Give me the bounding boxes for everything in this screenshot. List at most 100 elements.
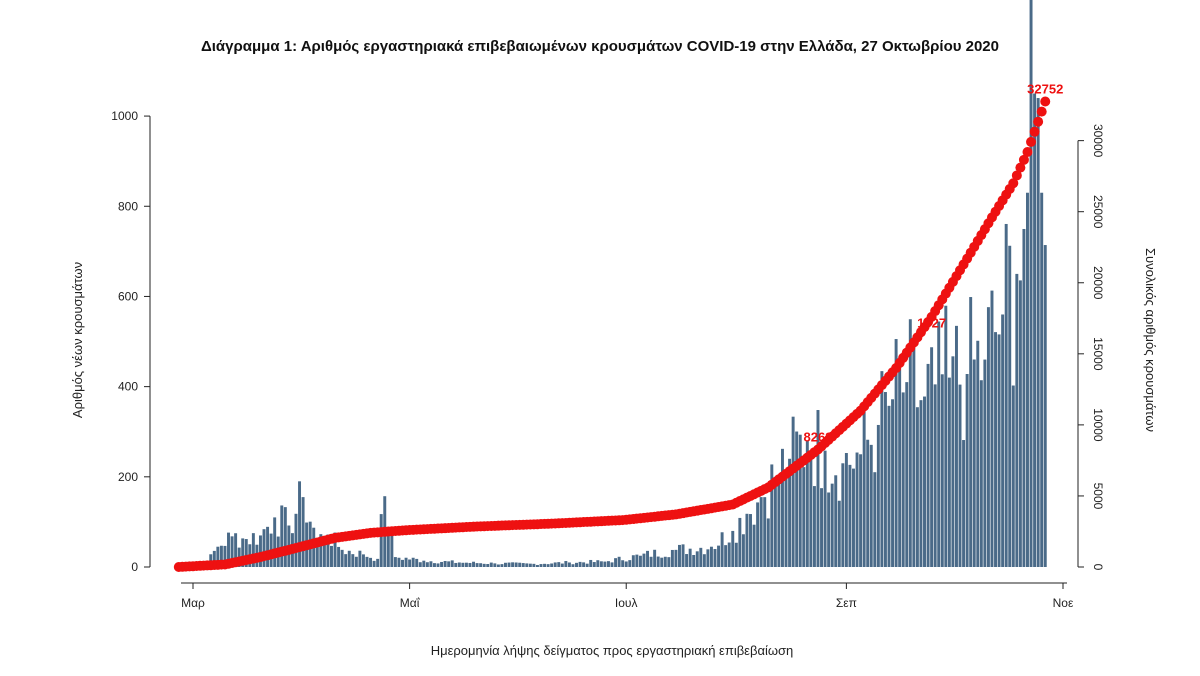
bar	[947, 377, 951, 567]
bar	[692, 554, 696, 567]
bar	[855, 452, 859, 567]
bar	[994, 332, 998, 567]
y-tick-label: 0	[131, 560, 138, 574]
bar	[837, 500, 841, 567]
bar	[972, 359, 976, 567]
bar	[958, 384, 962, 567]
bar	[258, 535, 262, 567]
bar	[212, 550, 216, 567]
bar	[482, 563, 486, 567]
bar	[905, 382, 909, 567]
bar	[631, 555, 635, 567]
cumulative-point	[1018, 154, 1029, 165]
bar	[507, 562, 511, 567]
bar	[752, 524, 756, 567]
bar	[738, 517, 742, 567]
bar	[1033, 93, 1037, 567]
bar	[930, 347, 934, 567]
bar	[986, 307, 990, 567]
bar	[827, 492, 831, 567]
bar	[1001, 314, 1005, 567]
bar	[1022, 228, 1026, 568]
bar	[425, 562, 429, 567]
bar	[560, 563, 564, 567]
bar	[486, 564, 490, 567]
bar	[337, 546, 341, 567]
bar	[251, 533, 255, 567]
bar	[646, 550, 650, 567]
bar	[660, 557, 664, 567]
bar	[820, 488, 824, 567]
bar	[873, 472, 877, 567]
bar	[333, 532, 337, 567]
cumulative-point	[1015, 162, 1026, 173]
bar	[834, 475, 838, 567]
bar	[770, 464, 774, 567]
bar	[954, 325, 958, 567]
bar	[603, 561, 607, 567]
bar	[749, 514, 752, 567]
cumulative-point	[1008, 178, 1019, 189]
bar	[589, 559, 593, 567]
bar	[802, 467, 806, 567]
y-tick-label: 800	[118, 199, 138, 213]
bar	[461, 562, 465, 567]
y2-tick-label: 20000	[1091, 266, 1105, 300]
bar	[283, 507, 287, 567]
x-tick-label: Μαΐ	[400, 596, 421, 610]
bar	[795, 431, 799, 567]
bar	[347, 550, 351, 567]
bar	[763, 497, 767, 567]
bar	[724, 545, 728, 567]
bar	[869, 444, 873, 567]
bar	[596, 560, 600, 567]
axes-group: 0200400600800100005000100001500020000250…	[111, 109, 1105, 610]
bar	[642, 553, 646, 567]
bar	[436, 563, 440, 567]
bar	[582, 562, 586, 567]
bar	[667, 557, 671, 567]
annotation-label: 1627	[917, 316, 946, 331]
bar	[923, 396, 926, 567]
bar	[422, 560, 426, 567]
bar	[702, 554, 706, 567]
bar	[454, 562, 458, 567]
bar	[823, 450, 827, 567]
bar	[472, 561, 476, 567]
bar	[653, 549, 657, 567]
bar	[663, 556, 667, 567]
bar	[489, 562, 493, 567]
bar	[670, 549, 674, 567]
bar	[322, 541, 326, 567]
bar	[440, 561, 444, 567]
bar	[695, 551, 699, 567]
bar	[745, 513, 749, 567]
bar	[816, 410, 820, 567]
cumulative-points-group	[173, 96, 1051, 572]
bar	[784, 476, 788, 567]
bar	[571, 564, 575, 567]
bar	[635, 554, 639, 567]
y2-tick-label: 5000	[1091, 483, 1105, 510]
bar	[234, 533, 238, 567]
bar	[983, 359, 987, 567]
bar	[539, 564, 543, 567]
bar	[919, 400, 923, 567]
bar	[344, 554, 348, 567]
cumulative-point	[1011, 170, 1022, 181]
cumulative-point	[1036, 106, 1047, 117]
bar	[628, 560, 632, 567]
bar	[301, 497, 305, 567]
bar	[379, 514, 383, 567]
bar	[809, 456, 813, 567]
bar	[912, 336, 916, 567]
bar	[937, 321, 941, 567]
y-axis-label: Αριθμός νέων κρουσμάτων	[70, 262, 85, 418]
bar	[564, 561, 568, 567]
bar	[361, 554, 365, 567]
bar	[504, 562, 507, 567]
bar	[908, 319, 912, 567]
bar	[543, 563, 547, 567]
bar	[990, 290, 994, 567]
bar	[500, 564, 504, 567]
